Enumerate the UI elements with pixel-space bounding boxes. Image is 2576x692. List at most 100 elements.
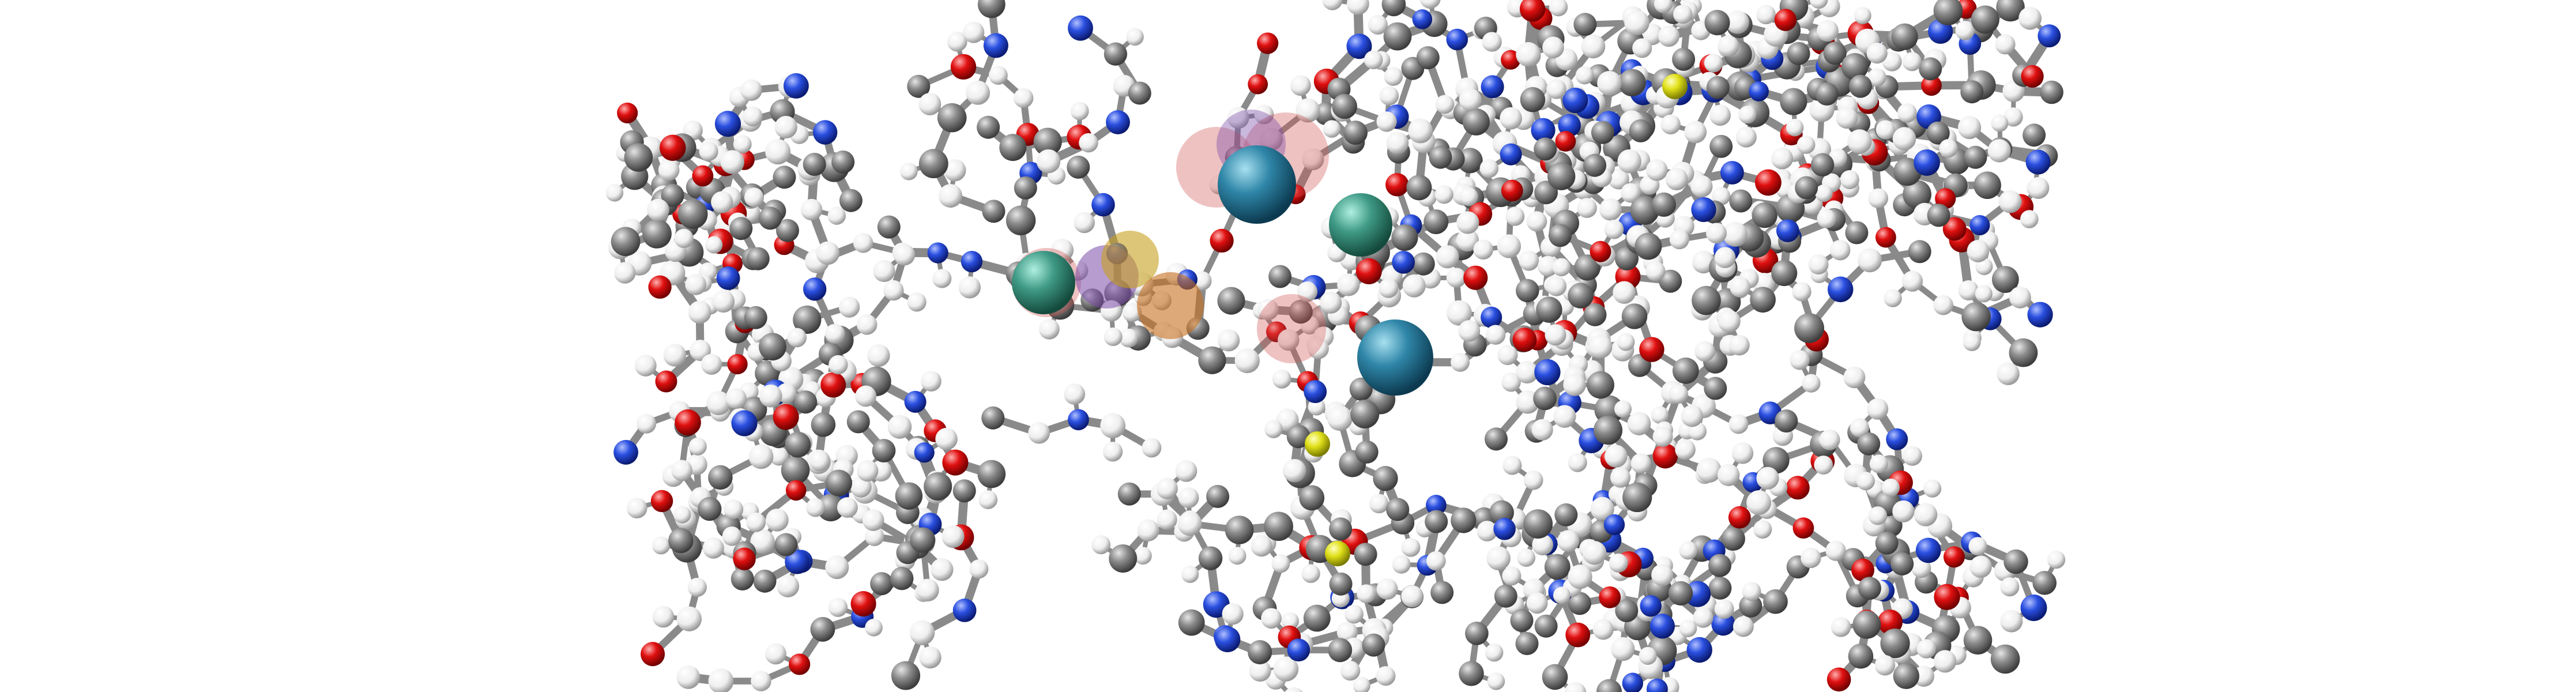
hydrogen-atom xyxy=(1392,555,1411,574)
carbon-atom xyxy=(1406,175,1432,201)
carbon-atom xyxy=(1890,552,1914,576)
hydrogen-atom xyxy=(916,578,939,601)
carbon-atom xyxy=(753,569,777,593)
hydrogen-atom xyxy=(805,498,825,517)
carbon-atom xyxy=(1762,447,1790,474)
carbon-atom xyxy=(1574,254,1600,281)
nitrogen-atom xyxy=(1622,672,1644,692)
hydrogen-atom xyxy=(1665,168,1688,191)
hydrogen-atom xyxy=(1577,198,1597,218)
hydrogen-atom xyxy=(1621,183,1641,203)
carbon-atom xyxy=(937,103,967,133)
hydrogen-atom xyxy=(1273,656,1299,682)
hydrogen-atom xyxy=(919,646,941,669)
hydrogen-atom xyxy=(1502,456,1522,475)
hydrogen-atom xyxy=(1651,406,1669,424)
carbon-atom xyxy=(773,166,796,189)
hydrogen-atom xyxy=(1968,537,1987,556)
hydrogen-atom xyxy=(1913,665,1935,687)
carbon-atom xyxy=(1893,663,1919,689)
hydrogen-atom xyxy=(1126,28,1144,46)
carbon-atom xyxy=(1706,76,1730,99)
hydrogen-atom xyxy=(1552,258,1571,277)
hydrogen-atom xyxy=(765,139,791,165)
hydrogen-atom xyxy=(766,509,789,532)
orange-ion-sphere xyxy=(1137,272,1204,339)
hydrogen-atom xyxy=(1609,553,1628,573)
carbon-atom xyxy=(1729,189,1753,213)
nitrogen-atom xyxy=(1068,15,1093,41)
carbon-atom xyxy=(1328,638,1353,663)
hydrogen-atom xyxy=(1347,0,1369,15)
carbon-atom xyxy=(1974,171,2001,200)
hydrogen-atom xyxy=(1459,187,1478,206)
hydrogen-atom xyxy=(864,526,884,546)
hydrogen-atom xyxy=(828,597,848,617)
carbon-atom xyxy=(1668,581,1693,606)
hydrogen-atom xyxy=(635,355,657,377)
hydrogen-atom xyxy=(1434,185,1453,204)
carbon-atom xyxy=(1852,610,1881,639)
hydrogen-atom xyxy=(1364,50,1383,70)
hydrogen-atom xyxy=(1597,70,1622,96)
hydrogen-atom xyxy=(1568,453,1587,472)
hydrogen-atom xyxy=(1599,198,1622,221)
hydrogen-atom xyxy=(1651,564,1674,586)
hydrogen-atom xyxy=(1911,558,1931,578)
carbon-atom xyxy=(910,527,936,553)
hydrogen-atom xyxy=(966,80,991,105)
hydrogen-atom xyxy=(2003,107,2023,127)
nitrogen-atom xyxy=(1603,514,1625,536)
hydrogen-atom xyxy=(1272,369,1291,389)
hydrogen-atom xyxy=(1297,281,1318,302)
hydrogen-atom xyxy=(1684,121,1707,144)
hydrogen-atom xyxy=(1281,612,1300,630)
nitrogen-atom xyxy=(1914,149,1940,176)
hydrogen-atom xyxy=(1792,282,1812,302)
hydrogen-atom xyxy=(1479,159,1499,178)
blue-metal-ion xyxy=(1218,145,1296,224)
hydrogen-atom xyxy=(699,142,718,161)
carbon-atom xyxy=(1704,10,1730,36)
hydrogen-atom xyxy=(1369,494,1389,514)
sulfur-atom xyxy=(1662,74,1688,99)
hydrogen-atom xyxy=(1771,147,1794,170)
oxygen-atom xyxy=(773,404,799,430)
hydrogen-atom xyxy=(1251,535,1272,557)
hydrogen-atom xyxy=(647,198,669,221)
hydrogen-atom xyxy=(1505,206,1525,226)
hydrogen-atom xyxy=(1916,639,1936,659)
hydrogen-atom xyxy=(605,184,624,202)
hydrogen-atom xyxy=(1696,457,1722,483)
carbon-atom xyxy=(1583,303,1607,326)
hydrogen-atom xyxy=(1836,107,1858,129)
nitrogen-atom xyxy=(1776,219,1799,243)
nitrogen-atom xyxy=(1691,197,1716,223)
hydrogen-atom xyxy=(1867,398,1889,420)
hydrogen-atom xyxy=(1892,500,1915,522)
hydrogen-atom xyxy=(1614,400,1632,418)
oxygen-atom xyxy=(2021,65,2044,88)
hydrogen-atom xyxy=(1850,418,1870,438)
hydrogen-atom xyxy=(1323,120,1341,138)
hydrogen-atom xyxy=(1271,554,1290,573)
hydrogen-atom xyxy=(809,451,830,471)
hydrogen-atom xyxy=(1516,42,1541,67)
hydrogen-atom xyxy=(1435,95,1455,114)
hydrogen-atom xyxy=(947,31,967,52)
hydrogen-atom xyxy=(1447,300,1472,326)
carbon-atom xyxy=(698,497,722,521)
carbon-atom xyxy=(1771,260,1798,287)
hydrogen-atom xyxy=(1958,280,1979,301)
carbon-atom xyxy=(1823,42,1847,65)
hydrogen-atom xyxy=(674,228,694,249)
carbon-atom xyxy=(1303,604,1331,632)
hydrogen-atom xyxy=(1319,291,1342,314)
carbon-atom xyxy=(1286,424,1310,449)
hydrogen-atom xyxy=(827,206,846,225)
hydrogen-atom xyxy=(1731,442,1754,464)
hydrogen-atom xyxy=(838,296,860,318)
nitrogen-atom xyxy=(1915,537,1941,563)
